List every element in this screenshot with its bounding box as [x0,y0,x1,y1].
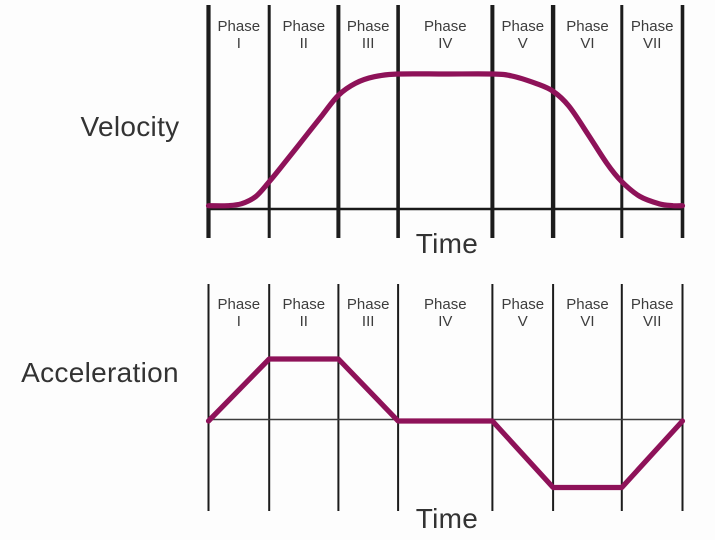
phase-word: Phase [346,18,390,35]
acceleration-axis-label: Acceleration [21,357,179,388]
time-axis-label-acceleration: Time [415,503,479,534]
phase-numeral: I [236,35,241,52]
phase-word: Phase [501,18,545,35]
velocity-phase-label-v: Phase V [488,18,558,52]
phase-word: Phase [346,296,390,313]
velocity-phase-label-vi: Phase VI [553,18,623,52]
velocity-phase-label-iii: Phase III [333,18,403,52]
phase-word: Phase [424,296,467,313]
phase-numeral: IV [438,313,453,330]
velocity-phase-label-i: Phase I [204,18,274,52]
velocity-phase-label-iv: Phase IV [410,18,480,52]
phase-numeral: VI [580,35,595,52]
phase-numeral: II [299,35,308,52]
phase-word: Phase [630,296,674,313]
phase-numeral: I [236,313,241,330]
acceleration-chart [205,284,686,511]
phase-word: Phase [217,18,261,35]
phase-numeral: V [517,313,528,330]
phase-numeral: III [361,35,375,52]
phase-word: Phase [566,296,609,313]
phase-word: Phase [217,296,261,313]
phase-word: Phase [630,18,674,35]
velocity-curve [205,71,686,209]
phase-numeral: VII [643,313,662,330]
phase-numeral: VII [643,35,662,52]
velocity-phase-label-ii: Phase II [269,18,339,52]
acceleration-phase-label-vi: Phase VI [553,296,623,330]
phase-word: Phase [566,18,609,35]
acceleration-phase-label-v: Phase V [488,296,558,330]
acceleration-phase-label-i: Phase I [204,296,274,330]
phase-numeral: VI [580,313,595,330]
phase-numeral: II [299,313,308,330]
phase-numeral: IV [438,35,453,52]
phase-numeral: V [517,35,528,52]
velocity-chart [205,5,686,238]
phase-word: Phase [501,296,545,313]
phase-word: Phase [424,18,467,35]
phase-word: Phase [282,296,326,313]
acceleration-curve [205,356,686,491]
acceleration-phase-label-iv: Phase IV [410,296,480,330]
acceleration-phase-label-iii: Phase III [333,296,403,330]
velocity-phase-label-vii: Phase VII [617,18,687,52]
time-axis-label-velocity: Time [415,228,479,259]
phase-word: Phase [282,18,326,35]
acceleration-phase-label-vii: Phase VII [617,296,687,330]
acceleration-phase-label-ii: Phase II [269,296,339,330]
phase-numeral: III [361,313,375,330]
velocity-axis-label: Velocity [80,111,180,142]
